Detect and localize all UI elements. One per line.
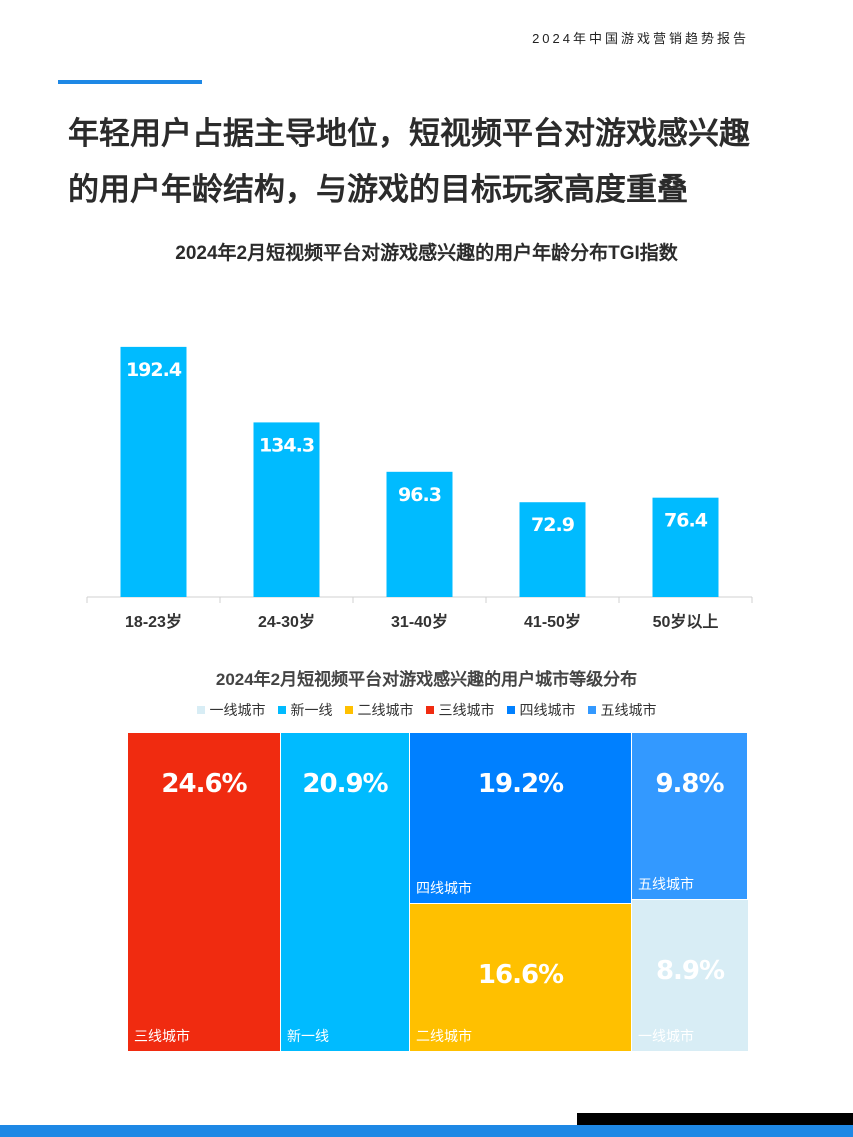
treemap-value-0: 24.6%: [161, 769, 247, 799]
treemap-label-1: 新一线: [287, 1028, 329, 1044]
legend-label-1: 新一线: [290, 702, 333, 718]
bar-2: [386, 471, 453, 597]
legend-swatch-1: [277, 706, 286, 714]
legend-swatch-0: [196, 706, 205, 714]
treemap-label-4: 五线城市: [638, 876, 694, 892]
legend-swatch-2: [344, 706, 353, 714]
legend-label-3: 三线城市: [438, 702, 495, 718]
treemap-cell-3: 16.6% 二线城市: [410, 904, 631, 1051]
treemap-label-5: 一线城市: [638, 1028, 694, 1044]
treemap-value-3: 16.6%: [477, 960, 564, 990]
treemap-label-3: 二线城市: [416, 1028, 472, 1044]
legend-item-4: 四线城市: [506, 700, 576, 720]
bar-value-label-4: 76.4: [664, 510, 708, 532]
x-tick-label-3: 41-50岁: [524, 612, 581, 631]
x-tick-label-2: 31-40岁: [391, 612, 448, 631]
legend-item-1: 新一线: [277, 700, 333, 720]
report-header: 2024年中国游戏营销趋势报告: [532, 31, 749, 46]
bar-0: [120, 346, 187, 597]
treemap-cell-4: 9.8% 五线城市: [632, 733, 747, 899]
bar-chart-title: 2024年2月短视频平台对游戏感兴趣的用户年龄分布TGI指数: [175, 243, 678, 264]
treemap-cell-2: 19.2% 四线城市: [410, 733, 631, 903]
footer-blue-bar: [0, 1125, 853, 1137]
treemap-label-2: 四线城市: [416, 880, 472, 896]
legend-item-0: 一线城市: [196, 700, 266, 720]
legend-swatch-5: [587, 706, 596, 714]
treemap-label-0: 三线城市: [134, 1028, 190, 1044]
legend-item-3: 三线城市: [425, 700, 495, 720]
x-tick-label-4: 50岁以上: [653, 612, 719, 631]
bar-value-label-1: 134.3: [259, 434, 314, 456]
bar-3: [519, 502, 586, 597]
legend-label-5: 五线城市: [600, 702, 657, 718]
treemap-title: 2024年2月短视频平台对游戏感兴趣的用户城市等级分布: [215, 670, 638, 689]
treemap-value-1: 20.9%: [302, 769, 388, 799]
x-tick-label-1: 24-30岁: [258, 612, 315, 631]
treemap-value-5: 8.9%: [655, 956, 725, 986]
bar-value-label-3: 72.9: [531, 514, 574, 536]
treemap-value-4: 9.8%: [655, 769, 724, 799]
legend-label-0: 一线城市: [209, 702, 266, 718]
bar-1: [253, 422, 320, 597]
bar-4: [652, 497, 719, 597]
headline-line-2: 的用户年龄结构，与游戏的目标玩家高度重叠: [68, 172, 688, 207]
legend-swatch-4: [506, 706, 515, 714]
treemap-cell-5: 8.9% 一线城市: [632, 900, 748, 1051]
city-tier-treemap: 24.6% 三线城市 20.9% 新一线 19.2% 四线城市 16.6% 二线城市 9.8% 五…: [128, 733, 748, 1051]
bar-value-label-2: 96.3: [398, 484, 441, 506]
headline-line-1: 年轻用户占据主导地位，短视频平台对游戏感兴趣: [68, 116, 750, 151]
legend-item-2: 二线城市: [344, 700, 414, 720]
legend-label-4: 四线城市: [519, 702, 576, 718]
footer-black-bar: [577, 1113, 853, 1125]
treemap-legend: 一线城市 新一线 二线城市 三线城市 四线城市 五线城市: [0, 700, 853, 720]
x-tick-label-0: 18-23岁: [125, 612, 182, 631]
legend-label-2: 二线城市: [357, 702, 414, 718]
treemap-value-2: 19.2%: [477, 769, 564, 799]
treemap-cell-1: 20.9% 新一线: [281, 733, 409, 1051]
legend-swatch-3: [425, 706, 434, 714]
treemap-cell-0: 24.6% 三线城市: [128, 733, 280, 1051]
accent-line: [58, 80, 202, 84]
age-tgi-bar-chart: 192.4 18-23岁 134.3 24-30岁 96.3 31-40岁 72.9 41-5…: [86, 346, 753, 631]
bar-value-label-0: 192.4: [126, 359, 182, 381]
headline: 年轻用户占据主导地位，短视频平台对游戏感兴趣 的用户年龄结构，与游戏的目标玩家高…: [68, 106, 808, 218]
legend-item-5: 五线城市: [587, 700, 657, 720]
